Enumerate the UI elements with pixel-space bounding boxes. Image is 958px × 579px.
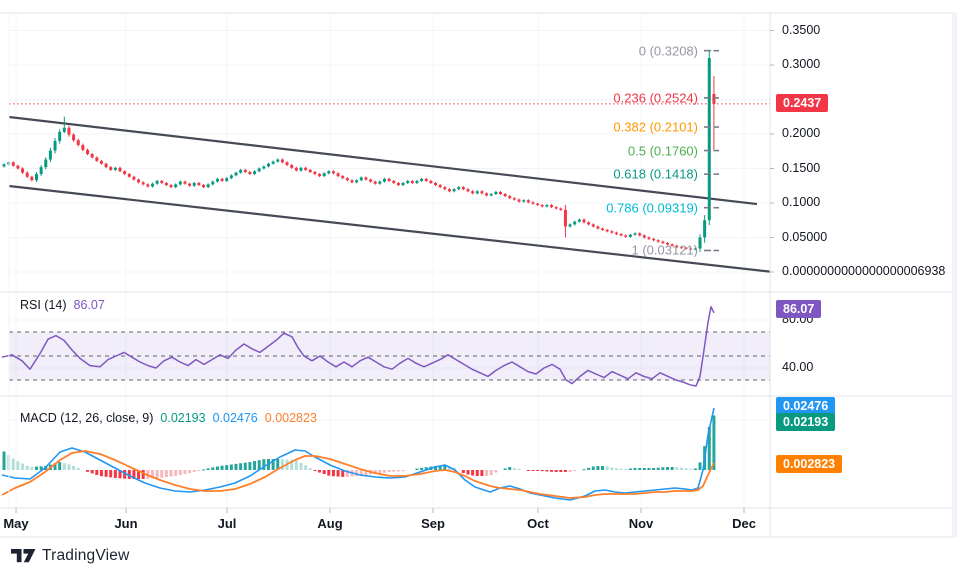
macd-line-badge: 0.02476 [776,397,836,415]
macd-hist-badge: 0.02193 [776,413,836,431]
rsi-value-badge: 86.07 [776,300,822,318]
tradingview-logo-icon [11,549,36,563]
time-scale[interactable] [0,508,770,537]
tradingview-logo[interactable]: TradingView [11,547,130,565]
tradingview-logo-text: TradingView [42,547,130,564]
last-price-badge: 0.2437 [776,94,829,112]
macd-signal-badge: 0.002823 [776,455,843,473]
